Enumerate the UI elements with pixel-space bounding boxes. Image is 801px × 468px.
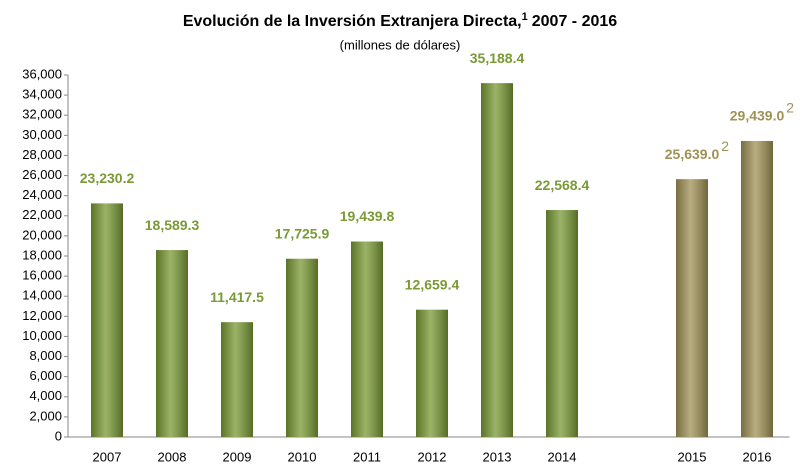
bar-shading [676, 179, 708, 437]
bar-shading [546, 210, 578, 437]
y-tick-label: 36,000 [22, 66, 62, 81]
value-label: 25,639.0 [665, 146, 720, 162]
x-tick-label: 2015 [678, 449, 707, 464]
x-tick-label: 2010 [288, 449, 317, 464]
x-tick-label: 2012 [418, 449, 447, 464]
y-tick-label: 20,000 [22, 227, 62, 242]
y-tick-label: 4,000 [29, 388, 62, 403]
bar-shading [481, 83, 513, 438]
bar-shading [156, 250, 188, 437]
y-tick-label: 28,000 [22, 147, 62, 162]
y-tick-label: 34,000 [22, 87, 62, 102]
value-label: 11,417.5 [210, 289, 264, 305]
value-label-note: 2 [786, 100, 794, 116]
y-tick-label: 14,000 [22, 288, 62, 303]
value-label: 19,439.8 [340, 208, 395, 224]
y-tick-label: 6,000 [29, 368, 62, 383]
y-tick-label: 16,000 [22, 268, 62, 283]
bar-shading [741, 140, 773, 438]
bar-shading [221, 322, 253, 437]
x-tick-label: 2007 [93, 449, 122, 464]
bar-shading [286, 258, 318, 437]
x-tick-label: 2014 [548, 449, 577, 464]
chart-subtitle: (millones de dólares) [340, 37, 461, 52]
y-tick-label: 26,000 [22, 167, 62, 182]
value-label: 23,230.2 [80, 170, 135, 186]
value-label: 22,568.4 [535, 177, 590, 193]
title-years: 2007 - 2016 [532, 13, 618, 30]
bar-shading [351, 241, 383, 437]
y-tick-label: 18,000 [22, 247, 62, 262]
x-tick-label: 2016 [743, 449, 772, 464]
value-label: 35,188.4 [470, 50, 525, 66]
x-tick-label: 2011 [353, 449, 381, 464]
chart-title: Evolución de la Inversión Extranjera Dir… [183, 11, 617, 30]
title-footnote: 1 [522, 11, 528, 23]
y-tick-label: 12,000 [22, 308, 62, 323]
y-tick-label: 10,000 [22, 328, 62, 343]
value-label: 12,659.4 [405, 276, 460, 292]
x-tick-label: 2008 [158, 449, 187, 464]
y-tick-label: 8,000 [29, 348, 62, 363]
y-tick-label: 0 [55, 428, 62, 443]
y-tick-label: 22,000 [22, 207, 62, 222]
value-label-note: 2 [721, 138, 729, 154]
y-tick-label: 2,000 [29, 408, 62, 423]
y-tick-label: 32,000 [22, 107, 62, 122]
y-tick-label: 24,000 [22, 187, 62, 202]
x-tick-label: 2009 [223, 449, 252, 464]
bar-shading [91, 203, 123, 437]
bar-shading [416, 309, 448, 437]
y-tick-label: 30,000 [22, 127, 62, 142]
value-label: 17,725.9 [275, 225, 330, 241]
title-text: Evolución de la Inversión Extranjera Dir… [183, 13, 522, 30]
x-tick-label: 2013 [483, 449, 512, 464]
value-label: 29,439.0 [730, 108, 785, 124]
value-label: 18,589.3 [145, 217, 200, 233]
